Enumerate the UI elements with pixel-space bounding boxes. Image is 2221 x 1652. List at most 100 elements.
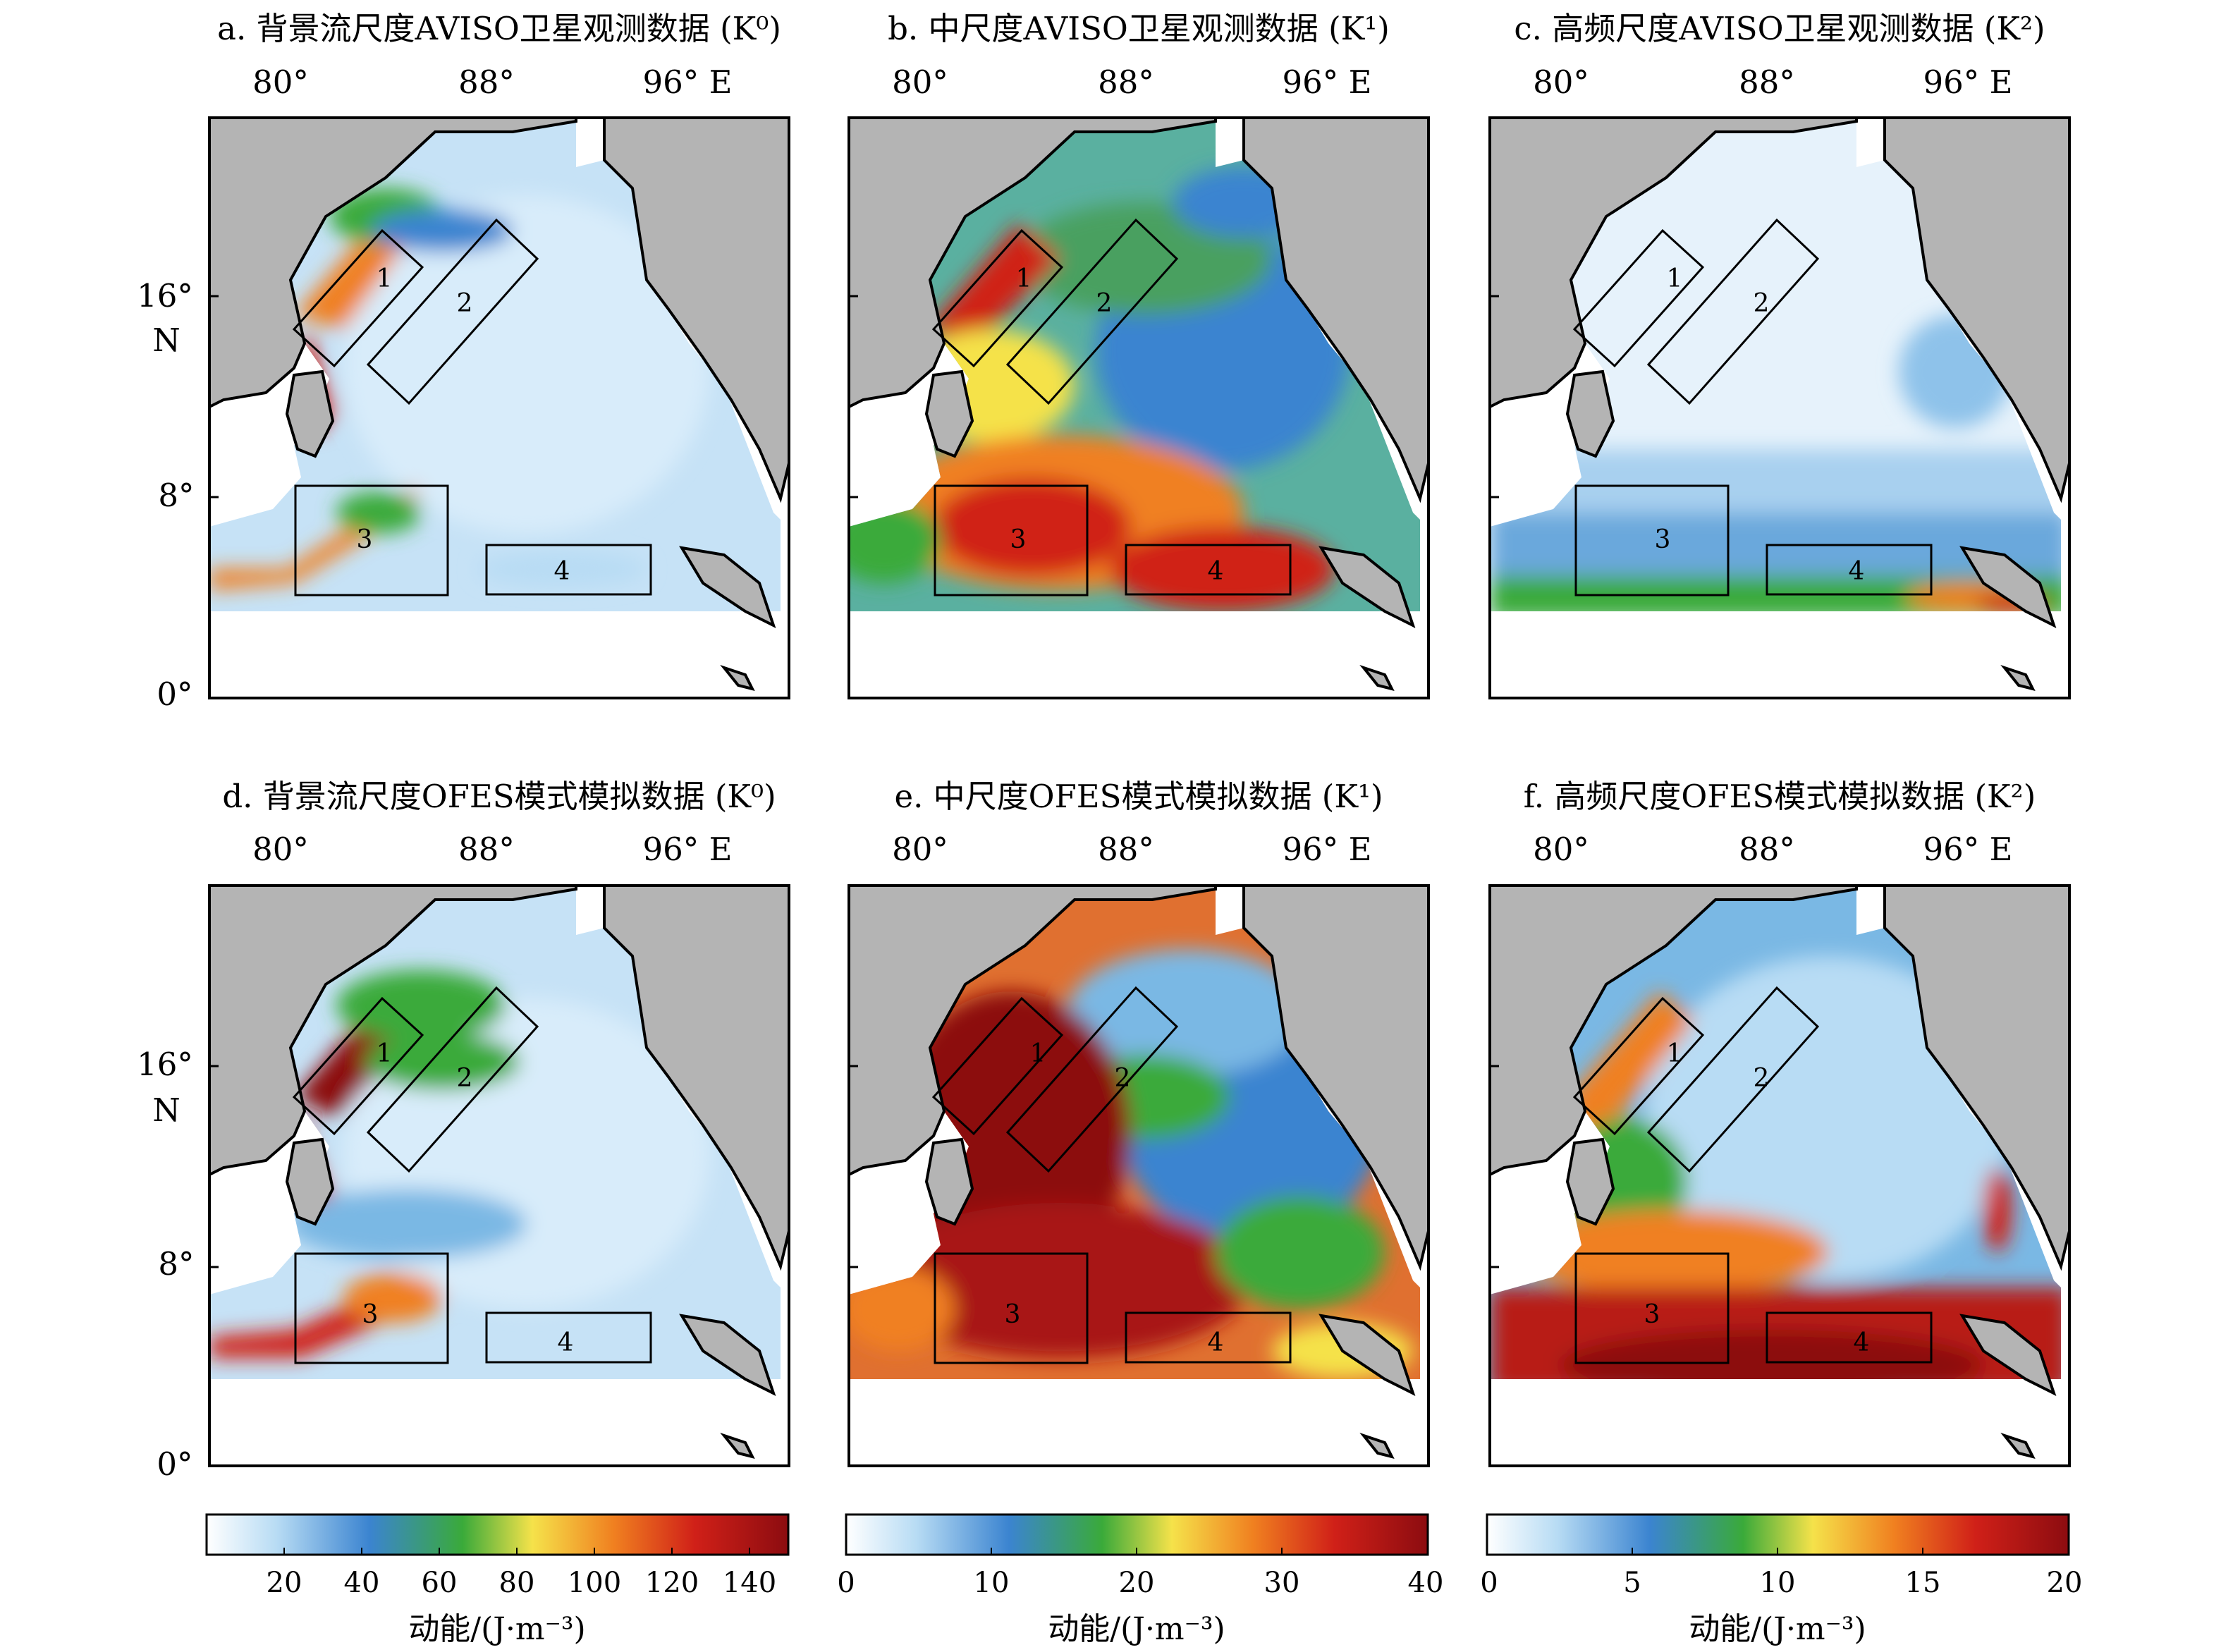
lat-tick-0: 0° — [157, 1445, 192, 1483]
box-label-1: 1 — [377, 1039, 393, 1068]
lon-tick-80: 80° — [892, 831, 948, 868]
box-label-2: 2 — [1115, 1064, 1131, 1093]
panel-b: 1 2 3 4 — [848, 116, 1430, 699]
box-label-4: 4 — [1854, 1328, 1870, 1357]
study-boxes — [1572, 218, 1933, 596]
lon-tick-96: 96° E — [1923, 831, 2013, 868]
lon-tick-88: 88° — [1098, 63, 1154, 101]
lat-ticks-bottom-row: 16° N 8° 0° — [137, 1046, 194, 1483]
lat-tick-0: 0° — [157, 675, 192, 713]
panel-f: 1 2 3 4 — [1488, 884, 2071, 1467]
cb2-tick: 20 — [1119, 1567, 1155, 1599]
cb2-label: 动能/(J·m⁻³) — [1048, 1611, 1225, 1647]
box-label-1: 1 — [1016, 264, 1032, 293]
box-label-1: 1 — [1030, 1039, 1046, 1068]
cb2-tick: 10 — [974, 1567, 1010, 1599]
colorbar-2: 0 10 20 30 40 动能/(J·m⁻³) — [837, 1513, 1444, 1647]
panel-a-title: a. 背景流尺度AVISO卫星观测数据 (K⁰) — [217, 10, 781, 47]
panel-b-title: b. 中尺度AVISO卫星观测数据 (K¹) — [888, 10, 1390, 47]
panel-d: 1 2 3 4 — [208, 884, 790, 1467]
study-boxes — [931, 986, 1292, 1364]
box-label-1: 1 — [1667, 264, 1683, 293]
box-3 — [294, 484, 449, 596]
colorbar-1: 20 40 60 80 100 120 140 动能/(J·m⁻³) — [205, 1513, 790, 1647]
box-label-2: 2 — [457, 289, 473, 318]
box-label-3: 3 — [1644, 1300, 1660, 1329]
colorbar-3: 0 5 10 15 20 动能/(J·m⁻³) — [1480, 1513, 2083, 1647]
lat-ticks-top-row: 16° N 8° 0° — [137, 277, 194, 713]
lon-tick-80: 80° — [892, 63, 948, 101]
panel-c: 1 2 3 4 — [1488, 116, 2071, 699]
panel-e-title: e. 中尺度OFES模式模拟数据 (K¹) — [894, 778, 1383, 815]
cb1-tick: 20 — [267, 1567, 302, 1599]
cb1-tick: 140 — [723, 1567, 776, 1599]
box-label-2: 2 — [1096, 289, 1113, 318]
lon-ticks-bottom-row: 80° 88° 96° E 80° 88° 96° E 80° 88° 96° … — [252, 831, 2012, 868]
box-label-3: 3 — [357, 525, 373, 554]
cb1-tick: 120 — [645, 1567, 699, 1599]
box-label-4: 4 — [1208, 557, 1224, 586]
lon-tick-96: 96° E — [1283, 63, 1372, 101]
cb1-tick: 100 — [568, 1567, 621, 1599]
lon-tick-80: 80° — [1533, 831, 1589, 868]
frame-ticks — [209, 295, 1499, 1268]
cb3-tick: 20 — [2047, 1567, 2083, 1599]
box-label-2: 2 — [1754, 1064, 1770, 1093]
panel-a: 1 2 3 4 — [208, 116, 790, 699]
lon-tick-88: 88° — [1739, 63, 1795, 101]
lon-tick-88: 88° — [458, 63, 515, 101]
lat-tick-8: 8° — [158, 1245, 194, 1283]
lat-tick-8: 8° — [158, 477, 194, 514]
cb1-label: 动能/(J·m⁻³) — [408, 1611, 585, 1647]
box-label-3: 3 — [362, 1300, 379, 1329]
box-label-4: 4 — [1849, 557, 1865, 586]
lon-tick-88: 88° — [1739, 831, 1795, 868]
box-2 — [366, 218, 539, 405]
panel-d-title: d. 背景流尺度OFES模式模拟数据 (K⁰) — [222, 778, 776, 815]
box-label-3: 3 — [1010, 525, 1027, 554]
box-label-4: 4 — [1208, 1328, 1224, 1357]
cb2-tick: 30 — [1264, 1567, 1300, 1599]
lat-tick-16: 16° — [137, 1046, 193, 1083]
lat-tick-16: 16° — [137, 277, 193, 314]
lon-tick-88: 88° — [458, 831, 515, 868]
study-boxes — [292, 218, 652, 596]
box-label-2: 2 — [1754, 289, 1770, 318]
lat-tick-n: N — [152, 1091, 180, 1129]
cb1-tick: 80 — [499, 1567, 535, 1599]
lon-tick-96: 96° E — [643, 63, 733, 101]
cb3-tick: 0 — [1480, 1567, 1498, 1599]
cb3-label: 动能/(J·m⁻³) — [1689, 1611, 1866, 1647]
cb1-tick: 60 — [422, 1567, 458, 1599]
lon-tick-80: 80° — [252, 831, 309, 868]
cb2-tick: 0 — [837, 1567, 855, 1599]
study-boxes — [1572, 986, 1933, 1364]
box-label-4: 4 — [554, 557, 570, 586]
box-4 — [485, 544, 652, 596]
cb3-tick: 5 — [1623, 1567, 1641, 1599]
box-1 — [292, 228, 424, 368]
box-label-1: 1 — [377, 264, 393, 293]
lon-tick-80: 80° — [1533, 63, 1589, 101]
study-boxes — [292, 986, 652, 1364]
lon-tick-88: 88° — [1098, 831, 1154, 868]
lon-tick-96: 96° E — [643, 831, 733, 868]
lon-ticks-top-row: 80° 88° 96° E 80° 88° 96° E 80° 88° 96° … — [252, 63, 2012, 101]
box-label-4: 4 — [558, 1328, 574, 1357]
panel-c-title: c. 高频尺度AVISO卫星观测数据 (K²) — [1514, 10, 2045, 47]
box-label-2: 2 — [457, 1064, 473, 1093]
panel-e: 1 2 3 4 — [848, 884, 1430, 1467]
cb3-tick: 15 — [1905, 1567, 1941, 1599]
cb1-tick: 40 — [344, 1567, 380, 1599]
box-label-3: 3 — [1655, 525, 1671, 554]
lon-tick-96: 96° E — [1283, 831, 1372, 868]
box-label-3: 3 — [1005, 1300, 1021, 1329]
box-label-1: 1 — [1667, 1039, 1683, 1068]
cb2-tick: 40 — [1408, 1567, 1444, 1599]
study-boxes — [931, 218, 1292, 596]
lat-tick-n: N — [152, 322, 180, 359]
lon-tick-80: 80° — [252, 63, 309, 101]
panel-f-title: f. 高频尺度OFES模式模拟数据 (K²) — [1524, 778, 2036, 815]
cb3-tick: 10 — [1760, 1567, 1796, 1599]
